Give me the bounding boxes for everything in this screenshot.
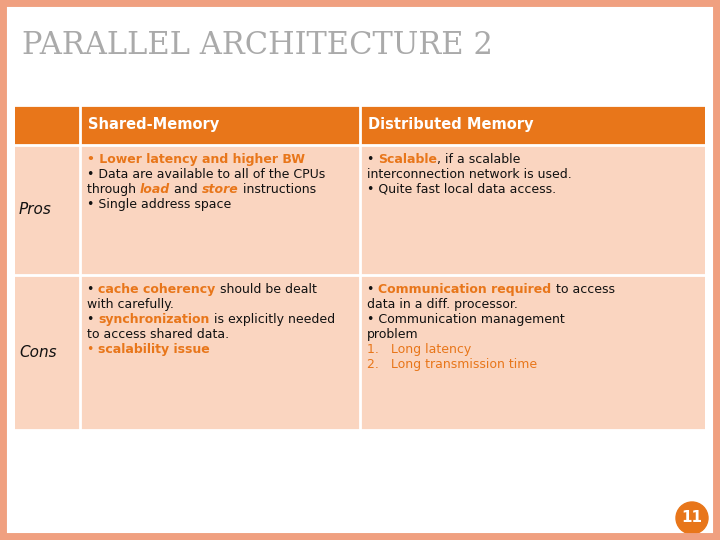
Text: , if a scalable: , if a scalable — [437, 153, 521, 166]
Text: • Data are available to all of the CPUs: • Data are available to all of the CPUs — [87, 168, 325, 181]
Text: •: • — [87, 283, 99, 296]
Text: •: • — [87, 313, 99, 326]
Text: should be dealt: should be dealt — [215, 283, 317, 296]
Text: to access: to access — [552, 283, 614, 296]
Text: Pros: Pros — [19, 202, 52, 218]
Text: 1.   Long latency: 1. Long latency — [367, 343, 472, 356]
Text: Communication required: Communication required — [379, 283, 552, 296]
Text: with carefully.: with carefully. — [87, 298, 174, 311]
Text: • Lower latency and higher BW: • Lower latency and higher BW — [87, 153, 305, 166]
Text: cache coherency: cache coherency — [99, 283, 215, 296]
Bar — [15, 105, 705, 145]
Text: scalability issue: scalability issue — [99, 343, 210, 356]
Text: instructions: instructions — [238, 183, 316, 196]
Text: PARALLEL ARCHITECTURE 2: PARALLEL ARCHITECTURE 2 — [22, 30, 493, 61]
Text: problem: problem — [367, 328, 418, 341]
Text: is explicitly needed: is explicitly needed — [210, 313, 335, 326]
Text: Shared-Memory: Shared-Memory — [88, 118, 220, 132]
Text: data in a diff. processor.: data in a diff. processor. — [367, 298, 518, 311]
Text: •: • — [367, 283, 379, 296]
Text: interconnection network is used.: interconnection network is used. — [367, 168, 572, 181]
Text: Cons: Cons — [19, 345, 57, 360]
Text: •: • — [367, 153, 379, 166]
Text: • Single address space: • Single address space — [87, 198, 231, 211]
Circle shape — [676, 502, 708, 534]
Text: Scalable: Scalable — [379, 153, 437, 166]
Text: to access shared data.: to access shared data. — [87, 328, 229, 341]
Bar — [15, 145, 705, 275]
Text: 11: 11 — [682, 510, 703, 525]
Text: synchronization: synchronization — [99, 313, 210, 326]
Text: • Quite fast local data access.: • Quite fast local data access. — [367, 183, 556, 196]
Text: •: • — [87, 343, 99, 356]
Text: Distributed Memory: Distributed Memory — [368, 118, 534, 132]
Text: • Communication management: • Communication management — [367, 313, 564, 326]
Text: and: and — [170, 183, 202, 196]
Text: load: load — [140, 183, 170, 196]
Text: through: through — [87, 183, 140, 196]
Text: store: store — [202, 183, 238, 196]
Bar — [15, 275, 705, 430]
Text: 2.   Long transmission time: 2. Long transmission time — [367, 358, 537, 371]
